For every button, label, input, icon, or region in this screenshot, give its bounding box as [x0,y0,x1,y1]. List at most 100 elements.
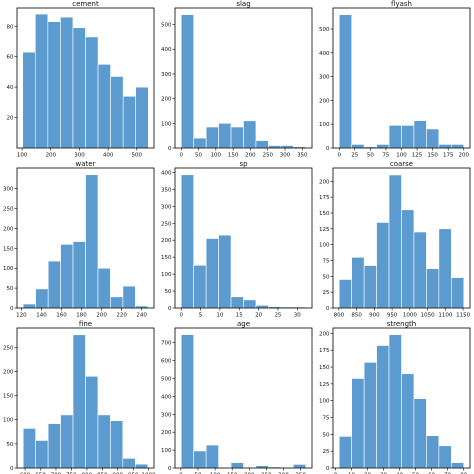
x-tick-label: 1150 [456,313,470,319]
subplot-title: strength [387,320,416,328]
bar-slag-2 [205,126,219,148]
bars-water [22,174,149,308]
x-tick-label: 150 [228,153,239,159]
bar-slag-5 [243,120,257,148]
y-tick-label: 0 [326,146,330,152]
x-tick-label: 500 [132,153,143,159]
subplot-title: cement [72,0,99,8]
bar-flyash-9 [451,144,465,148]
x-tick-label: 200 [459,153,470,159]
bar-cement-5 [85,36,99,148]
x-tick-label: 100 [211,153,222,159]
x-tick-label: 125 [412,153,423,159]
bar-sp-0 [180,174,194,308]
x-tick-label: 60 [428,473,435,474]
x-tick-label: 25 [351,153,358,159]
bar-flyash-8 [438,144,452,148]
bar-fine-7 [110,420,124,468]
x-tick-label: 350 [297,153,308,159]
bar-coarse-2 [363,265,377,308]
bar-cement-0 [22,51,36,148]
bar-age-2 [205,444,219,468]
y-tick-label: 300 [161,72,172,78]
y-tick-label: 150 [3,246,14,252]
bar-age-0 [180,334,194,468]
y-tick-label: 0 [168,146,172,152]
bar-sp-2 [205,238,219,308]
x-tick-label: 1100 [438,313,452,319]
bar-strength-9 [451,462,465,468]
x-tick-label: 300 [278,473,289,474]
bar-slag-0 [180,14,194,148]
x-tick-label: 200 [46,153,57,159]
subplot-title: water [76,160,96,168]
y-tick-label: 0 [168,306,172,312]
x-tick-label: 250 [262,153,273,159]
x-tick-label: 200 [245,153,256,159]
x-tick-label: 50 [195,153,202,159]
bar-slag-6 [255,140,269,148]
x-tick-label: 250 [261,473,272,474]
x-tick-label: 20 [364,473,371,474]
x-tick-label: 180 [76,313,87,319]
bar-fine-5 [85,375,99,468]
bar-fine-8 [122,458,136,468]
y-tick-label: 150 [319,211,330,217]
y-tick-label: 100 [161,121,172,127]
bar-coarse-0 [338,279,352,308]
x-tick-label: 15 [236,313,243,319]
x-tick-label: 0 [179,473,183,474]
y-tick-label: 100 [3,266,14,272]
bar-fine-9 [135,463,149,468]
bar-strength-6 [413,398,427,468]
axes-frame-age [174,327,313,469]
bar-coarse-8 [438,228,452,308]
axes-frame-sp [174,167,313,309]
bar-cement-7 [110,76,124,148]
bar-sp-3 [218,234,232,308]
x-tick-label: 160 [56,313,67,319]
bar-age-9 [293,464,307,468]
bar-coarse-6 [413,231,427,308]
x-tick-label: 50 [367,153,374,159]
x-tick-label: 25 [274,313,281,319]
bar-flyash-7 [426,128,440,148]
y-tick-label: 500 [161,23,172,29]
bars-age [180,334,307,468]
bar-water-4 [72,241,86,308]
x-tick-label: 220 [116,313,127,319]
axes-frame-slag [174,7,313,149]
x-tick-label: 80 [460,473,467,474]
bar-strength-3 [376,345,390,468]
x-tick-label: 100 [210,473,221,474]
y-tick-label: 500 [161,376,172,382]
x-tick-label: 800 [334,313,345,319]
bar-sp-4 [230,296,244,308]
bar-cement-9 [135,86,149,148]
x-tick-label: 600 [20,473,31,474]
x-tick-label: 900 [369,313,380,319]
y-tick-label: 200 [3,369,14,375]
y-tick-label: 100 [319,399,330,405]
y-tick-label: 200 [319,179,330,185]
y-tick-label: 125 [319,227,330,233]
x-tick-label: 10 [216,313,223,319]
bars-coarse [338,174,465,308]
bar-fine-1 [35,440,49,468]
subplot-title: flyash [391,0,412,8]
y-tick-label: 0 [10,306,14,312]
bar-water-6 [97,267,111,308]
subplot-strength: strength 0 10 20 30 40 50 60 70 80 0 25 50 75 100 125 15… [319,320,471,474]
y-tick-label: 400 [161,47,172,53]
bar-flyash-1 [351,144,365,148]
bar-water-7 [110,296,124,308]
bar-water-9 [135,305,149,308]
y-tick-label: 600 [161,359,172,365]
bar-fine-2 [47,423,61,468]
axes-frame-fine [16,327,155,469]
bars-cement [22,13,149,148]
bar-cement-3 [60,16,74,148]
bar-water-1 [35,288,49,308]
bar-sp-9 [293,306,307,308]
